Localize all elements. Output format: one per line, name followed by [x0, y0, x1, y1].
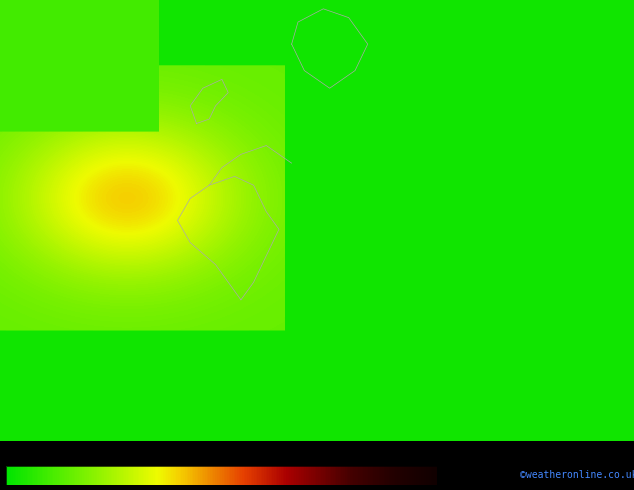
Text: We 29-05-2024 00:00 UTC (00+48): We 29-05-2024 00:00 UTC (00+48) — [380, 450, 590, 460]
Text: RH 700 hPa Spread mean+σ [gpdm] ECMWF: RH 700 hPa Spread mean+σ [gpdm] ECMWF — [6, 450, 256, 460]
Text: ©weatheronline.co.uk: ©weatheronline.co.uk — [520, 470, 634, 480]
